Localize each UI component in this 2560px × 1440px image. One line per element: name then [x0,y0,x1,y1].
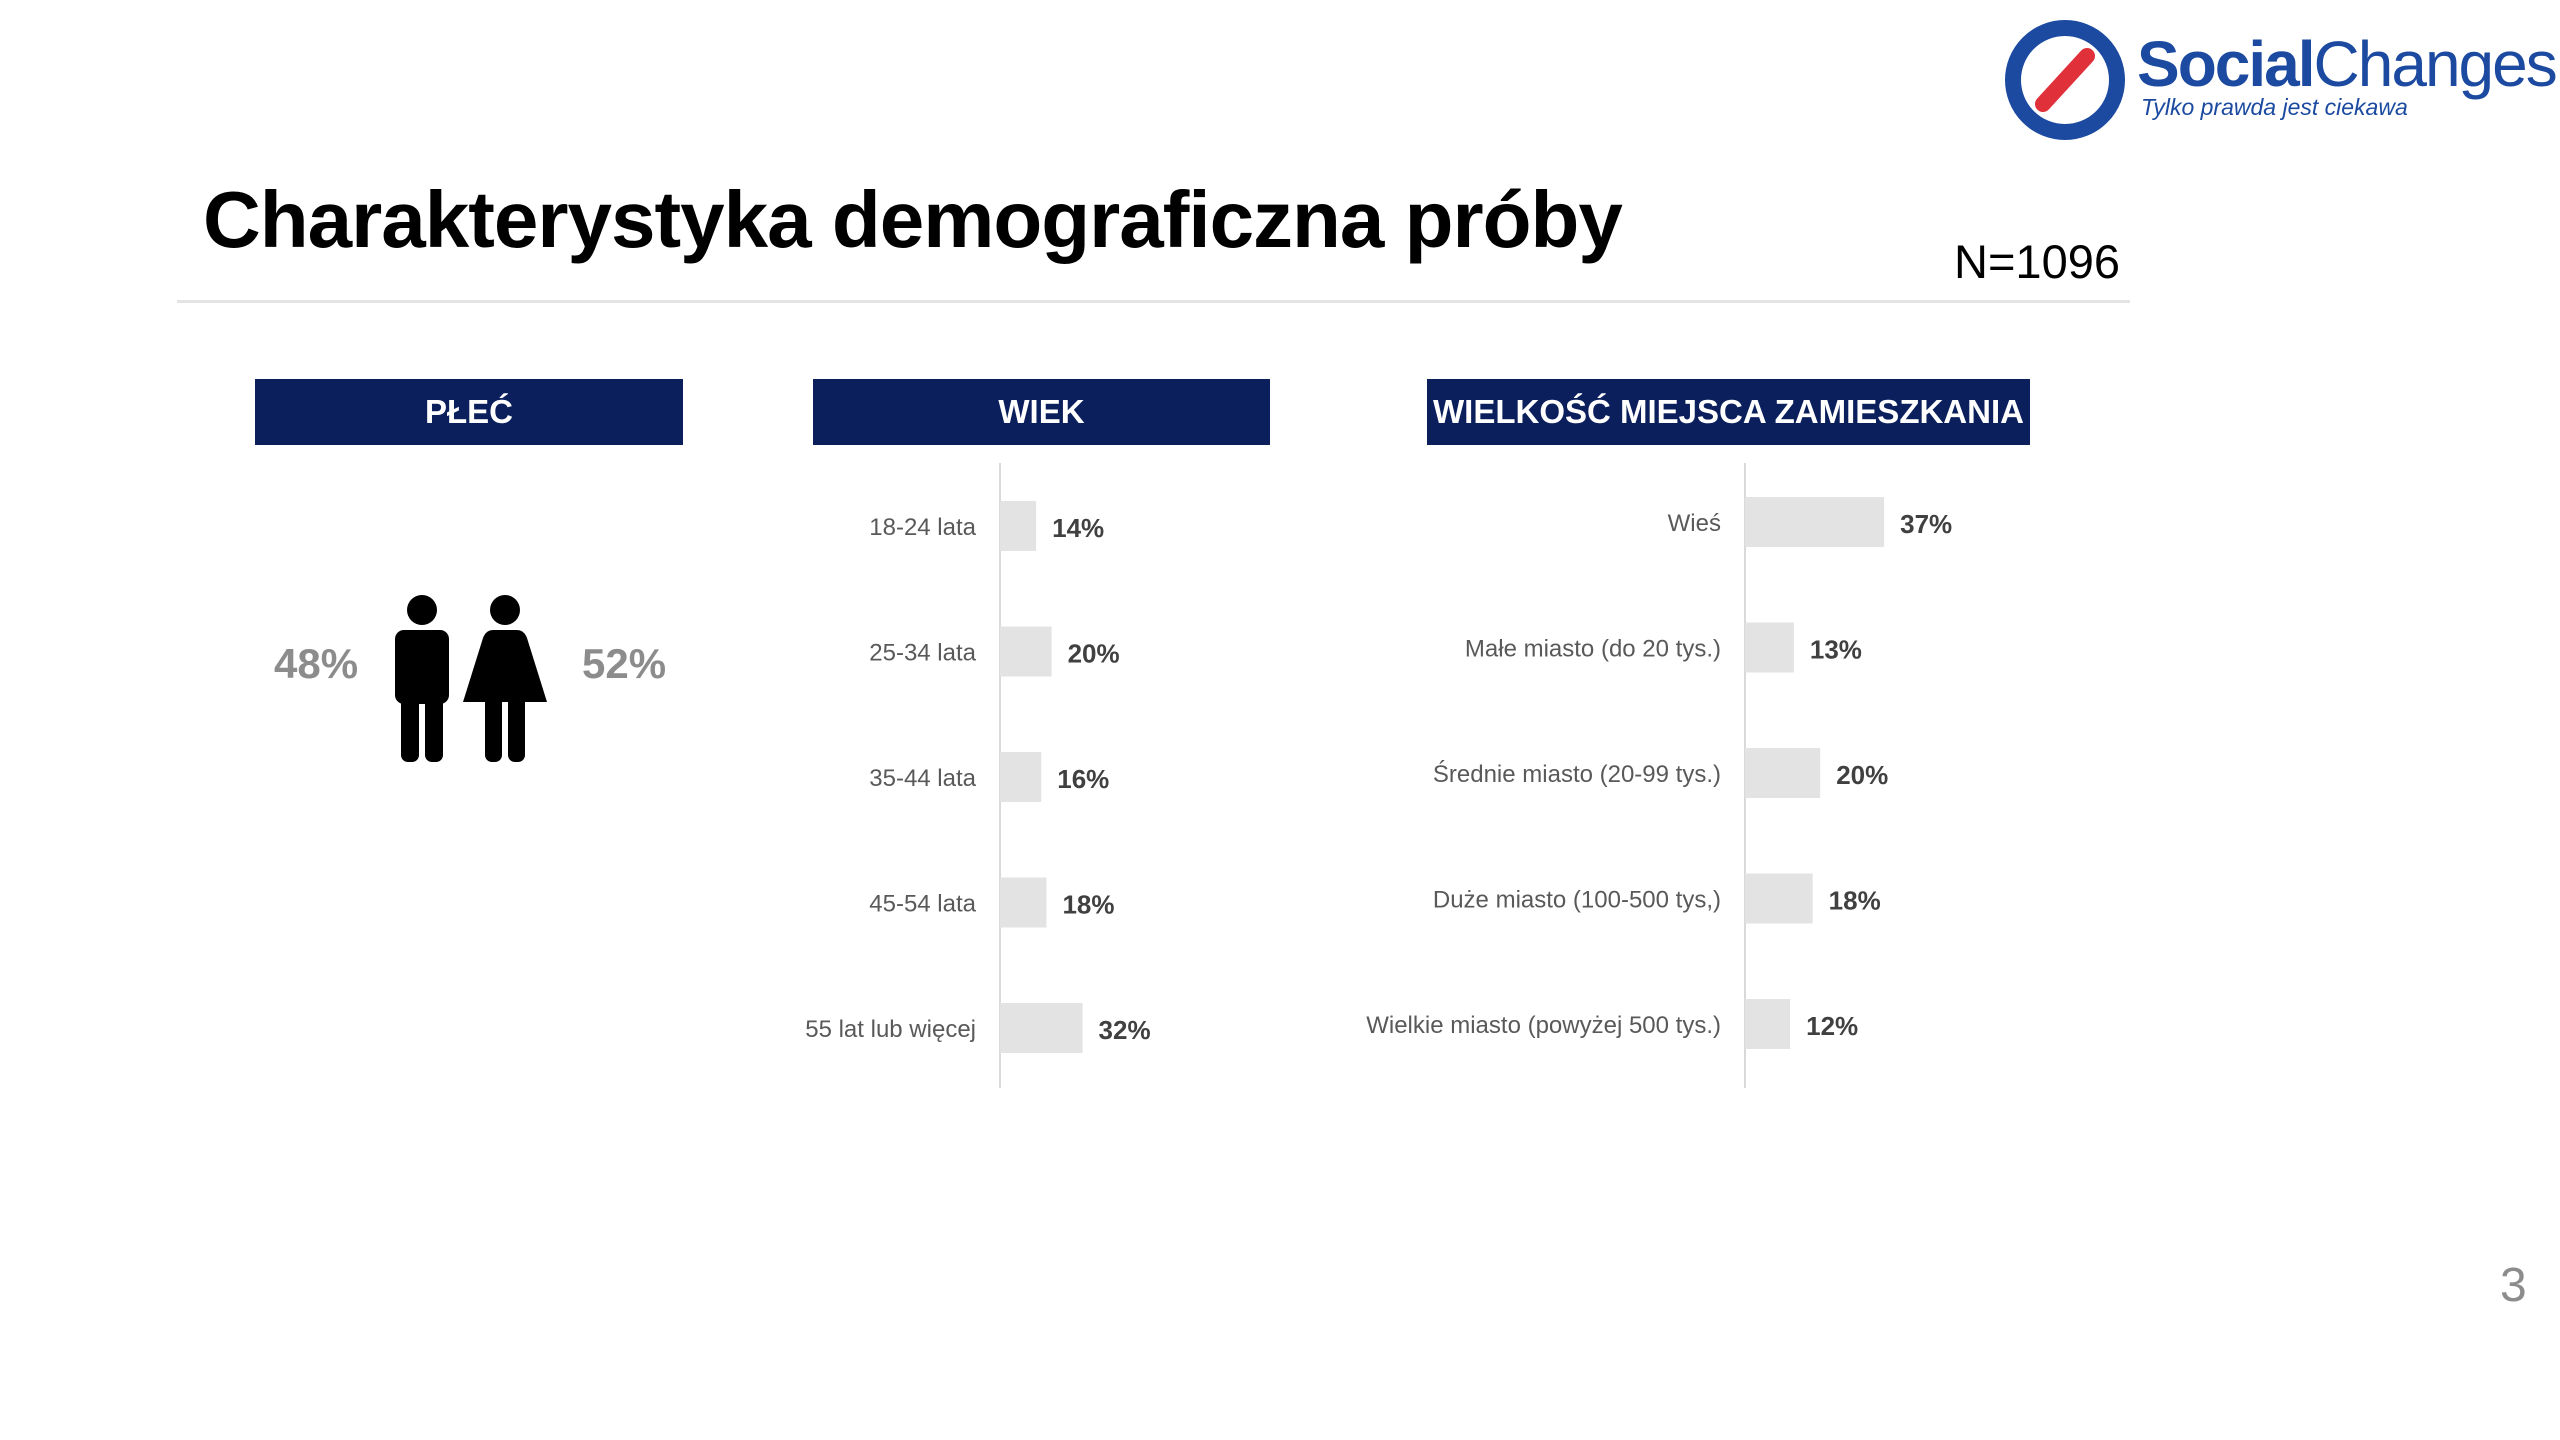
gender-figures [395,595,547,762]
age-category-label: 18-24 lata [869,514,976,541]
age-header: WIEK [813,379,1270,445]
age-bar [1000,877,1047,928]
age-category-label: 25-34 lata [869,640,976,667]
city-bar [1745,497,1885,547]
city-data-label: 37% [1900,509,1952,539]
city-bar [1745,999,1791,1049]
age-data-label: 16% [1057,764,1109,794]
city-size-header: WIELKOŚĆ MIEJSCA ZAMIESZKANIA [1427,379,2030,445]
logo-tagline: Tylko prawda jest ciekawa [2141,94,2408,120]
age-category-label: 45-54 lata [869,891,976,918]
city-data-label: 13% [1810,635,1862,665]
city-category-label: Średnie miasto (20-99 tys.) [1433,760,1721,788]
city-data-label: 18% [1829,886,1881,916]
city-data-label: 12% [1806,1011,1858,1041]
age-bar [1000,1003,1083,1053]
age-data-label: 20% [1068,639,1120,669]
page-title: Charakterystyka demograficzna próby [203,175,1623,264]
male-figure-icon [395,595,449,762]
age-category-label: 55 lat lub więcej [805,1016,976,1043]
sample-size-label: N=1096 [1954,235,2120,288]
age-category-label: 35-44 lata [869,765,976,792]
age-data-label: 14% [1052,513,1104,543]
no-sign-icon [2005,20,2125,140]
age-bar [1000,752,1042,802]
city-category-label: Małe miasto (do 20 tys.) [1465,636,1721,663]
title-divider [177,300,2130,303]
age-bar [1000,626,1052,677]
page-number: 3 [2500,1259,2527,1312]
age-data-label: 32% [1099,1015,1151,1045]
city-category-label: Duże miasto (100-500 tys,) [1433,887,1721,914]
city-bar [1745,873,1813,924]
gender-header: PŁEĆ [255,379,683,445]
logo: SocialChanges Tylko prawda jest ciekawa [2003,18,2558,142]
male-percentage: 48% [274,640,359,687]
age-bar [1000,501,1037,551]
city-data-label: 20% [1836,760,1888,790]
city-bar [1745,622,1794,673]
city-category-label: Wieś [1668,510,1721,537]
logo-wordmark: SocialChanges [2137,28,2558,100]
city-category-label: Wielkie miasto (powyżej 500 tys.) [1366,1012,1721,1039]
city-bar [1745,748,1821,798]
female-percentage: 52% [582,640,667,687]
age-data-label: 18% [1062,890,1114,920]
female-figure-icon [463,595,547,762]
